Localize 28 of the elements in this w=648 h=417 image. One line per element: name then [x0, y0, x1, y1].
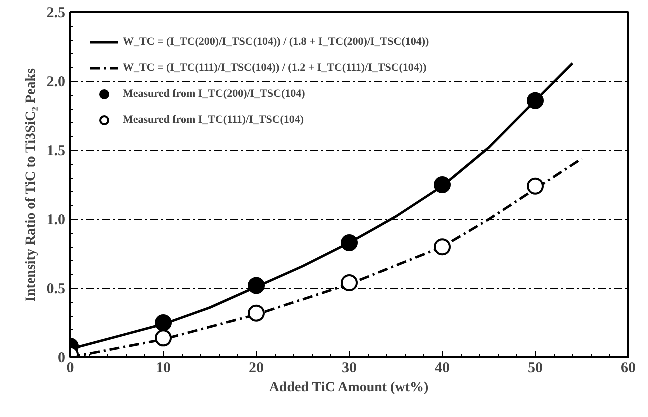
- legend-label: Measured from I_TC(200)/I_TSC(104): [123, 88, 306, 100]
- y-tick-label: 0.5: [46, 282, 66, 298]
- point: [527, 92, 544, 110]
- x-tick-label: 50: [528, 360, 543, 376]
- x-tick-label: 60: [621, 360, 636, 376]
- x-tick-label: 20: [249, 360, 264, 376]
- point: [341, 274, 358, 292]
- legend-label: Measured from I_TC(111)/I_TSC(104): [123, 114, 304, 126]
- x-tick-label: 10: [156, 360, 171, 376]
- y-tick-label: 2.0: [46, 74, 66, 90]
- x-tick-label: 30: [342, 360, 357, 376]
- legend-label: W_TC = (I_TC(200)/I_TSC(104)) / (1.8 + I_TC(200)/I_TSC(104)): [123, 36, 430, 48]
- point: [248, 277, 265, 294]
- legend-label: W_TC = (I_TC(111)/I_TSC(104)) / (1.2 + I_TC(111)/I_TSC(104)): [123, 62, 427, 74]
- point: [527, 178, 544, 195]
- point: [155, 314, 172, 332]
- y-tick-label: 1.5: [46, 144, 66, 160]
- y-tick-label: 0: [58, 350, 66, 366]
- x-tick-label: 40: [435, 360, 450, 376]
- point: [434, 238, 451, 256]
- point: [434, 176, 451, 194]
- point: [155, 330, 172, 347]
- y-tick-label: 1.0: [46, 212, 66, 228]
- y-tick-label: 2.5: [46, 6, 66, 22]
- point: [341, 234, 358, 252]
- y-axis-title: Intensity Ratio of TiC to Ti3SiC₂ Peaks: [24, 68, 39, 302]
- x-axis-title: Added TiC Amount (wt%): [269, 380, 429, 396]
- point: [248, 304, 265, 322]
